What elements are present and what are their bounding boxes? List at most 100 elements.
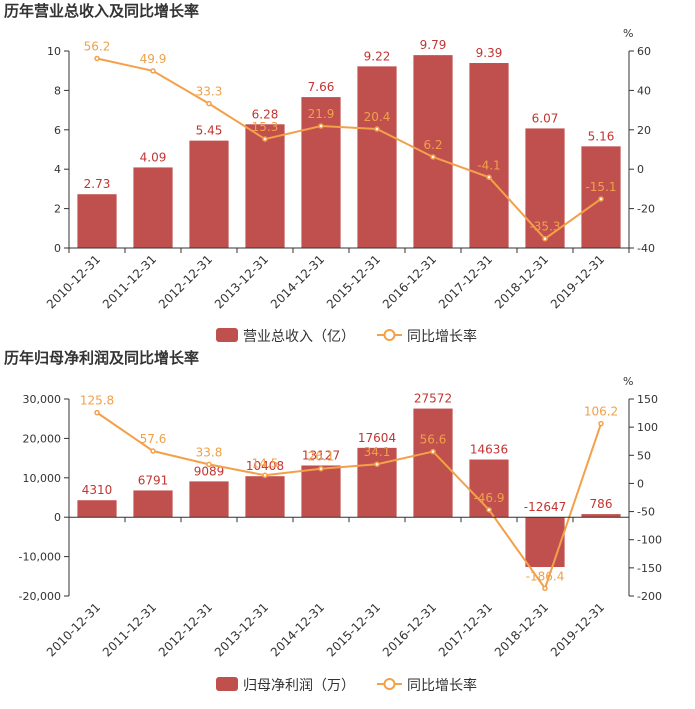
chart2-left-axis: 30,000 20,000 10,000 0 -10,000 -20,000 (19, 393, 70, 603)
x-tick-label: 2016-12-31 (380, 600, 439, 659)
chart2-line: 125.8 57.6 33.8 14.5 26.1 34.1 56.6 -46.9 -186.4… (80, 394, 618, 592)
growth-point[interactable] (486, 174, 492, 181)
bar-value-label: 17604 (358, 431, 396, 445)
growth-point[interactable] (430, 448, 436, 455)
left-tick-label: 10 (47, 45, 61, 58)
growth-point[interactable] (486, 507, 492, 513)
bar[interactable] (581, 514, 621, 518)
right-tick-label: -100 (637, 534, 662, 547)
growth-value-label: 15.3 (252, 120, 279, 134)
chart2-legend-bar-label: 归母净利润（万） (243, 677, 355, 694)
growth-point[interactable] (94, 55, 100, 62)
bar[interactable] (357, 66, 397, 248)
bar[interactable] (77, 500, 117, 518)
growth-value-label: 6.2 (423, 138, 442, 152)
growth-value-label: 56.2 (84, 39, 111, 53)
bar[interactable] (525, 517, 565, 568)
x-tick-label: 2014-12-31 (268, 600, 327, 659)
bar-value-label: 27572 (414, 392, 452, 406)
x-tick-label: 2019-12-31 (548, 252, 607, 311)
x-tick-label: 2015-12-31 (324, 600, 383, 659)
growth-point[interactable] (430, 154, 436, 160)
right-tick-label: -50 (637, 506, 655, 519)
growth-point[interactable] (542, 585, 548, 592)
bar[interactable] (189, 481, 229, 518)
right-tick-label: -200 (637, 590, 662, 603)
growth-value-label: 106.2 (584, 405, 618, 419)
chart1-legend-line-label: 同比增长率 (407, 328, 477, 345)
left-tick-label: 0 (54, 511, 61, 524)
growth-value-label: -186.4 (526, 569, 565, 583)
legend-line-marker (383, 678, 396, 690)
bar-value-label: 4310 (82, 483, 113, 497)
bar[interactable] (77, 194, 117, 248)
x-tick-label: 2010-12-31 (44, 600, 103, 659)
growth-point[interactable] (206, 100, 212, 107)
x-tick-label: 2015-12-31 (324, 252, 383, 311)
growth-point[interactable] (374, 461, 380, 467)
growth-point[interactable] (94, 409, 100, 416)
left-tick-label: -10,000 (19, 551, 61, 564)
chart1-legend[interactable]: 营业总收入（亿） 同比增长率 (216, 328, 477, 345)
bar[interactable] (525, 128, 565, 248)
bar-value-label: 13127 (302, 448, 340, 462)
bar[interactable] (133, 490, 173, 518)
chart2-legend[interactable]: 归母净利润（万） 同比增长率 (216, 677, 477, 694)
growth-value-label: 26.1 (308, 450, 335, 464)
legend-bar-swatch (216, 328, 238, 342)
bar[interactable] (301, 97, 341, 249)
right-tick-label: 0 (637, 477, 644, 490)
chart1-right-unit: % (623, 27, 633, 40)
growth-point[interactable] (318, 465, 324, 472)
growth-point[interactable] (150, 448, 156, 454)
bar[interactable] (245, 476, 285, 518)
growth-point[interactable] (150, 68, 156, 74)
growth-point[interactable] (318, 123, 324, 129)
right-tick-label: 0 (637, 163, 644, 176)
growth-point[interactable] (598, 196, 604, 202)
bar-value-label: 5.16 (588, 129, 615, 143)
growth-value-label: 21.9 (308, 107, 335, 121)
growth-point[interactable] (206, 461, 212, 468)
left-tick-label: 10,000 (23, 472, 62, 485)
left-tick-label: 2 (54, 203, 61, 216)
bar-value-label: 9.79 (420, 38, 447, 52)
growth-value-label: 33.3 (196, 85, 223, 99)
chart2-title: 历年归母净利润及同比增长率 (4, 349, 199, 367)
bar[interactable] (413, 408, 453, 518)
growth-point[interactable] (542, 235, 548, 242)
left-tick-label: 8 (54, 84, 61, 97)
x-tick-label: 2017-12-31 (436, 600, 495, 659)
growth-point[interactable] (598, 420, 604, 427)
left-tick-label: 4 (54, 163, 61, 176)
bar-value-label: 9.39 (476, 46, 503, 60)
left-tick-label: 30,000 (23, 393, 62, 406)
chart1-legend-bar-label: 营业总收入（亿） (243, 329, 355, 345)
left-tick-label: -20,000 (19, 590, 61, 603)
x-tick-label: 2011-12-31 (100, 600, 159, 659)
growth-point[interactable] (374, 126, 380, 132)
growth-value-label: 14.5 (252, 456, 279, 470)
bar[interactable] (133, 167, 173, 248)
bar-value-label: 786 (590, 497, 613, 511)
legend-bar-swatch (216, 677, 238, 691)
growth-point[interactable] (262, 472, 268, 479)
bar-value-label: 9089 (194, 464, 225, 478)
bar[interactable] (189, 140, 229, 248)
bar[interactable] (469, 63, 509, 248)
chart1-x-axis: 2010-12-312011-12-312012-12-312013-12-31… (44, 247, 630, 311)
bar-value-label: 7.66 (308, 80, 335, 94)
chart2-right-axis: 150 100 50 0 -50 -100 -150 -200 (628, 393, 662, 603)
bar[interactable] (357, 447, 397, 518)
bar[interactable] (301, 465, 341, 518)
growth-value-label: 49.9 (140, 52, 167, 66)
bar-value-label: 10408 (246, 459, 284, 473)
bar[interactable] (245, 124, 285, 248)
bar-value-label: 4.09 (140, 150, 167, 164)
chart1-bars: 2.73 4.09 5.45 6.28 7.66 9.22 9.79 9.39 6.07 5.16 (77, 38, 621, 249)
growth-point[interactable] (262, 136, 268, 142)
legend-line-marker (383, 329, 396, 341)
growth-value-label: 125.8 (80, 394, 114, 408)
growth-value-label: 34.1 (364, 445, 391, 459)
